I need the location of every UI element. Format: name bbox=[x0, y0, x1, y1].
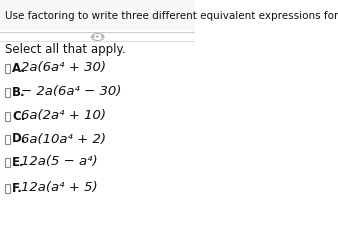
FancyBboxPatch shape bbox=[5, 184, 10, 192]
Text: E.: E. bbox=[12, 156, 25, 168]
Text: A.: A. bbox=[12, 61, 26, 74]
Ellipse shape bbox=[91, 34, 104, 41]
Text: 12a(a⁴ + 5): 12a(a⁴ + 5) bbox=[21, 181, 98, 194]
Text: D.: D. bbox=[12, 132, 26, 145]
FancyBboxPatch shape bbox=[5, 157, 10, 167]
Text: Select all that apply.: Select all that apply. bbox=[5, 42, 125, 55]
FancyBboxPatch shape bbox=[5, 134, 10, 144]
Text: B.: B. bbox=[12, 85, 26, 98]
FancyBboxPatch shape bbox=[0, 0, 195, 30]
FancyBboxPatch shape bbox=[5, 112, 10, 120]
Text: F.: F. bbox=[12, 181, 23, 194]
Text: Use factoring to write three different equivalent expressions for 12a⁵ + 60a.: Use factoring to write three different e… bbox=[5, 11, 338, 21]
Text: 6a(2a⁴ + 10): 6a(2a⁴ + 10) bbox=[21, 109, 106, 122]
FancyBboxPatch shape bbox=[5, 64, 10, 72]
Text: 2a(6a⁴ + 30): 2a(6a⁴ + 30) bbox=[21, 61, 106, 74]
Text: C.: C. bbox=[12, 109, 25, 122]
Text: − 2a(6a⁴ − 30): − 2a(6a⁴ − 30) bbox=[21, 85, 122, 98]
Text: 12a(5 − a⁴): 12a(5 − a⁴) bbox=[21, 156, 98, 168]
FancyBboxPatch shape bbox=[5, 88, 10, 96]
Text: •••: ••• bbox=[90, 32, 105, 42]
Text: 6a(10a⁴ + 2): 6a(10a⁴ + 2) bbox=[21, 132, 106, 145]
